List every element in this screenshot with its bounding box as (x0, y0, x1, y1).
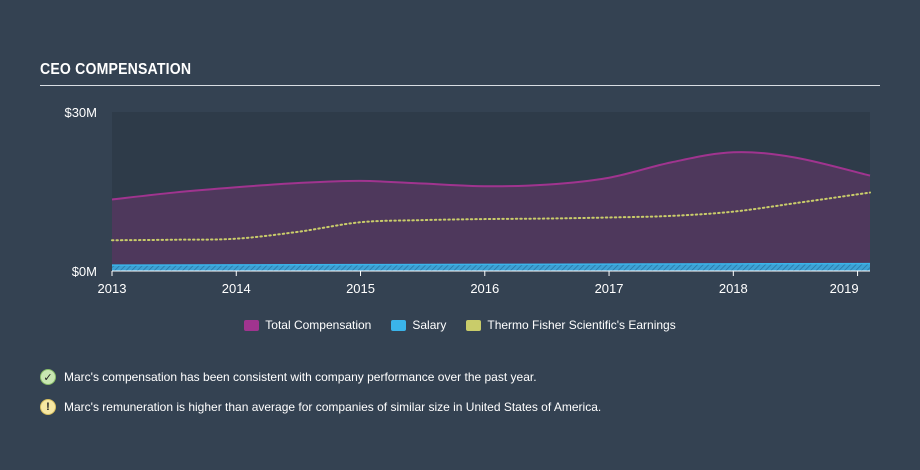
note-above-average-remuneration: ! Marc's remuneration is higher than ave… (40, 399, 601, 415)
y-tick-label: $30M (64, 105, 97, 120)
legend-swatch-earnings (466, 319, 482, 331)
legend-swatch-total-compensation (244, 319, 260, 331)
title-divider (40, 85, 880, 86)
note-text: Marc's remuneration is higher than avera… (64, 400, 602, 414)
compensation-chart: 2013 2014 2015 2016 2017 2018 2019 $0M $30M (64, 105, 871, 296)
x-tick-label: 2019 (830, 281, 859, 296)
x-tick-label: 2015 (346, 281, 375, 296)
total-compensation-area (112, 152, 870, 271)
note-text: Marc's compensation has been consistent … (64, 370, 537, 384)
chart-legend: Total Compensation Salary Thermo Fisher … (0, 318, 920, 332)
check-circle-icon: ✓ (40, 369, 56, 385)
plot-area (112, 112, 870, 271)
legend-label-salary: Salary (412, 318, 447, 332)
warning-circle-icon: ! (40, 399, 56, 415)
x-tick-label: 2018 (719, 281, 748, 296)
chart-title: CEO COMPENSATION (40, 61, 192, 78)
x-tick-label: 2014 (222, 281, 251, 296)
x-tick-label: 2016 (470, 281, 499, 296)
legend-label-total-compensation: Total Compensation (265, 318, 372, 332)
legend-item-total-compensation[interactable]: Total Compensation (244, 318, 371, 332)
earnings-line (111, 191, 871, 242)
total-compensation-line (111, 151, 871, 201)
y-tick-label: $0M (72, 264, 97, 279)
legend-item-salary[interactable]: Salary (391, 318, 446, 332)
legend-swatch-salary (391, 319, 407, 331)
x-tick-label: 2017 (595, 281, 624, 296)
salary-line (111, 262, 871, 266)
legend-label-earnings: Thermo Fisher Scientific's Earnings (487, 318, 676, 332)
legend-item-earnings[interactable]: Thermo Fisher Scientific's Earnings (466, 318, 676, 332)
x-tick-label: 2013 (98, 281, 127, 296)
note-consistent-compensation: ✓ Marc's compensation has been consisten… (40, 369, 537, 385)
